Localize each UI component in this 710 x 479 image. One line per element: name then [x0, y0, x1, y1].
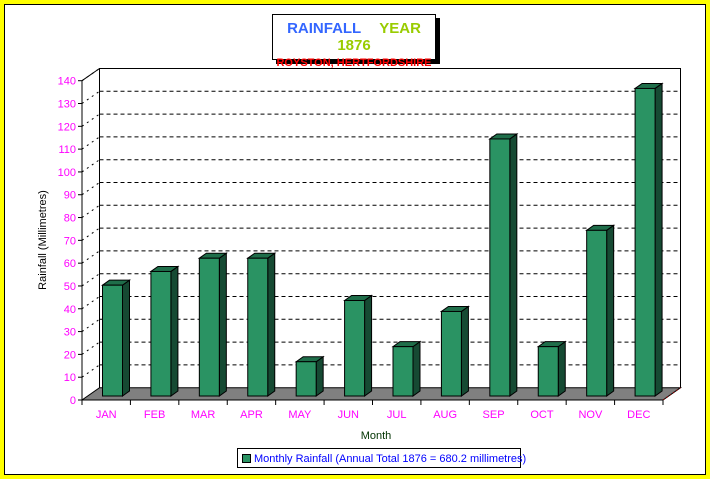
gridline-side [81, 113, 100, 127]
y-tick-label: 90 [64, 190, 76, 202]
y-tick-label: 140 [58, 76, 76, 88]
y-tick-label: 50 [64, 281, 76, 293]
y-axis-title: Rainfall (Millimetres) [37, 190, 49, 290]
chart-title-year: YEAR 1876 [337, 20, 421, 54]
bar-side [364, 294, 373, 397]
chart-border [4, 4, 706, 475]
gridline-side [81, 90, 100, 104]
bar-side [460, 305, 469, 397]
y-tick-label: 30 [64, 327, 76, 339]
title-box: RAINFALL YEAR 1876 ROYSTON, HERTFORDSHIRE [272, 14, 436, 69]
bar-jan [100, 279, 132, 397]
bar-side [509, 132, 518, 397]
y-tick-label: 20 [64, 349, 76, 361]
bar [586, 229, 608, 397]
y-tick-label: 100 [58, 167, 76, 179]
y-tick-label: 110 [58, 144, 76, 156]
bar-dec [633, 82, 664, 397]
y-tick-label: 130 [58, 99, 76, 111]
chart-subtitle: ROYSTON, HERTFORDSHIRE [276, 57, 432, 69]
legend-swatch [242, 454, 251, 463]
gridline-side [81, 296, 100, 310]
legend-label: Monthly Rainfall (Annual Total 1876 = 68… [254, 453, 527, 465]
gridline-side [81, 273, 100, 287]
bar [198, 257, 220, 397]
bar-may [294, 355, 325, 397]
bar-mar [197, 252, 228, 397]
bar-nov [585, 224, 616, 397]
bar [247, 257, 269, 397]
x-axis-title: Month [361, 430, 392, 442]
bar-side [267, 252, 276, 397]
y-tick-label: 40 [64, 304, 76, 316]
bar-side [654, 82, 663, 397]
legend: Monthly Rainfall (Annual Total 1876 = 68… [237, 448, 526, 468]
y-tick-label: 70 [64, 235, 76, 247]
x-tick-label: JUN [338, 409, 359, 421]
gridline-side [81, 341, 100, 355]
x-tick-label: FEB [144, 409, 165, 421]
chart-title: RAINFALL [287, 20, 362, 37]
bar-jul [391, 340, 422, 397]
x-tick-label: AUG [433, 409, 457, 421]
y-tick-label: 120 [58, 121, 76, 133]
y-tick-label: 60 [64, 258, 76, 270]
bar-side [557, 340, 566, 397]
bar-side [170, 265, 179, 397]
x-tick-label: OCT [530, 409, 554, 421]
y-tick-label: 10 [64, 372, 76, 384]
gridline-side [81, 318, 100, 332]
bar [102, 284, 123, 397]
gridline-side [81, 182, 100, 196]
y-axis-top [81, 68, 100, 82]
gridline-side [81, 227, 100, 241]
x-tick-label: APR [240, 409, 263, 421]
bar-apr [246, 252, 277, 397]
bar [150, 270, 172, 397]
bar-side [218, 252, 227, 397]
bar-side [315, 355, 324, 397]
bar [537, 346, 559, 397]
bar [489, 138, 511, 397]
bar-side [412, 340, 421, 397]
x-tick-label: SEP [483, 409, 505, 421]
floor-edge [662, 387, 681, 401]
gridline-side [81, 159, 100, 173]
y-tick-label: 80 [64, 213, 76, 225]
bar [440, 310, 462, 397]
x-tick-label: NOV [578, 409, 603, 421]
bar-side [122, 279, 130, 397]
x-tick-label: MAR [191, 409, 216, 421]
bar-side [606, 224, 615, 397]
bar [634, 87, 656, 397]
gridline-side [81, 250, 100, 264]
bar [344, 299, 366, 397]
gridline-side [81, 136, 100, 150]
x-tick-label: DEC [627, 409, 650, 421]
bar-feb [149, 265, 180, 397]
bar [295, 361, 317, 397]
y-tick-label: 0 [70, 395, 76, 407]
bar-sep [488, 132, 519, 397]
x-tick-label: MAY [288, 409, 312, 421]
x-tick-label: JUL [387, 409, 407, 421]
x-tick-label: JAN [96, 409, 117, 421]
bar-oct [536, 340, 567, 397]
bar [392, 346, 414, 397]
bar-aug [439, 305, 470, 397]
gridline-side [81, 364, 100, 378]
gridline-side [81, 204, 100, 218]
bar-jun [343, 294, 374, 397]
